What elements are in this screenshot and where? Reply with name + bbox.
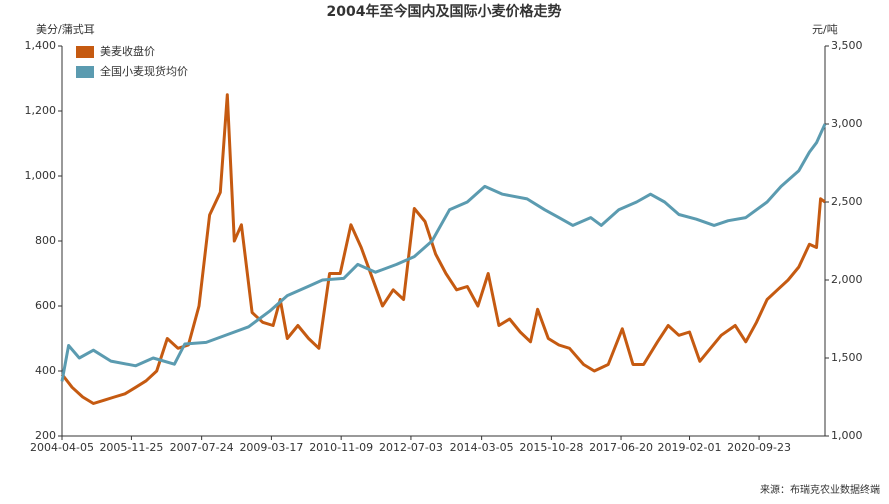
x-tick-label: 2005-11-25 (99, 441, 163, 454)
y-tick-label: 600 (35, 299, 56, 312)
legend-swatch (76, 66, 94, 78)
legend-label: 全国小麦现货均价 (100, 64, 188, 78)
y2-tick-label: 1,500 (831, 351, 863, 364)
x-tick-label: 2004-04-05 (30, 441, 94, 454)
x-tick-label: 2015-10-28 (519, 441, 583, 454)
y-tick-label: 1,000 (25, 169, 57, 182)
x-tick-label: 2017-06-20 (589, 441, 653, 454)
x-tick-label: 2009-03-17 (239, 441, 303, 454)
y-tick-label: 1,400 (25, 39, 57, 52)
x-tick-label: 2007-07-24 (170, 441, 234, 454)
x-tick-label: 2014-03-05 (450, 441, 514, 454)
y2-tick-label: 2,500 (831, 195, 863, 208)
y2-tick-label: 3,000 (831, 117, 863, 130)
y-axis-label: 美分/蒲式耳 (36, 22, 95, 36)
y-tick-label: 400 (35, 364, 56, 377)
line (60, 93, 826, 405)
legend-label: 美麦收盘价 (100, 44, 155, 58)
x-tick-label: 2020-09-23 (727, 441, 791, 454)
x-tick-label: 2012-07-03 (379, 441, 443, 454)
y2-tick-label: 3,500 (831, 39, 863, 52)
x-tick-label: 2010-11-09 (309, 441, 373, 454)
legend-swatch (76, 46, 94, 58)
source: 来源：布瑞克农业数据终端 (760, 483, 880, 496)
y-tick-label: 800 (35, 234, 56, 247)
y2-tick-label: 1,000 (831, 429, 863, 442)
chart-title: 2004年至今国内及国际小麦价格走势 (327, 3, 562, 20)
y2-tick-label: 2,000 (831, 273, 863, 286)
y-tick-label: 200 (35, 429, 56, 442)
line (60, 123, 827, 382)
y2-axis-label: 元/吨 (812, 23, 838, 36)
y-tick-label: 1,200 (25, 104, 57, 117)
x-tick-label: 2019-02-01 (658, 441, 722, 454)
